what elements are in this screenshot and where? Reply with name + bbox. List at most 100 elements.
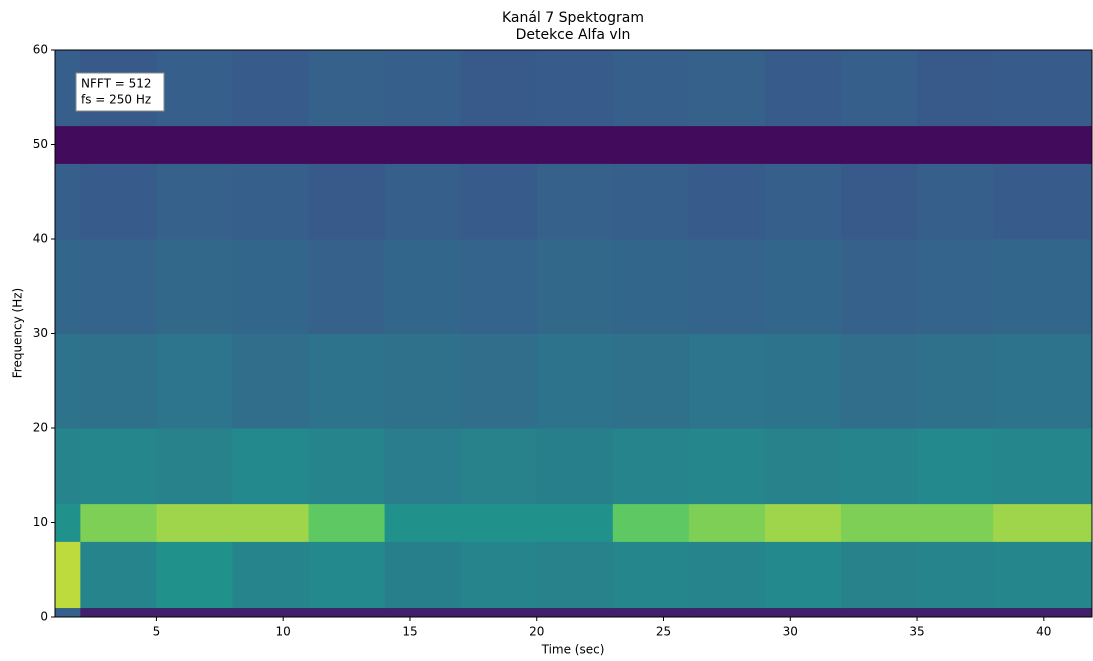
cell xyxy=(840,333,918,429)
cell xyxy=(993,607,1093,618)
cell xyxy=(80,163,157,240)
cell xyxy=(993,125,1093,164)
cell xyxy=(80,503,157,542)
cell xyxy=(156,239,233,334)
cell xyxy=(688,163,766,240)
cell xyxy=(764,503,842,542)
cell xyxy=(156,428,233,505)
cell xyxy=(536,163,614,240)
cell xyxy=(764,333,842,429)
cell xyxy=(764,163,842,240)
cell xyxy=(308,163,386,240)
y-tick-label: 40 xyxy=(33,232,48,246)
cell xyxy=(384,50,462,127)
cell xyxy=(840,125,918,164)
cell xyxy=(536,333,614,429)
cell xyxy=(232,163,310,240)
cell xyxy=(156,541,233,609)
cell xyxy=(917,541,994,609)
cell xyxy=(917,503,994,542)
cell xyxy=(536,428,614,505)
cell xyxy=(917,50,994,127)
cell xyxy=(993,50,1093,127)
cell xyxy=(232,239,310,334)
cell xyxy=(688,503,766,542)
heatmap xyxy=(55,50,1093,618)
chart-title: Kanál 7 Spektogram xyxy=(502,10,644,26)
cell xyxy=(536,541,614,609)
cell xyxy=(55,428,81,505)
cell xyxy=(80,333,157,429)
cell xyxy=(55,607,81,618)
cell xyxy=(917,163,994,240)
cell xyxy=(840,50,918,127)
cell xyxy=(536,50,614,127)
cell xyxy=(460,50,538,127)
x-tick-label: 20 xyxy=(529,625,544,639)
x-axis-label: Time (sec) xyxy=(541,643,605,657)
cell xyxy=(688,541,766,609)
cell xyxy=(840,541,918,609)
cell xyxy=(612,541,690,609)
cell xyxy=(232,503,310,542)
cell xyxy=(55,163,81,240)
cell xyxy=(460,607,538,618)
cell xyxy=(536,503,614,542)
cell xyxy=(232,50,310,127)
cell xyxy=(55,503,81,542)
cell xyxy=(384,333,462,429)
cell xyxy=(384,607,462,618)
cell xyxy=(688,239,766,334)
x-tick-label: 35 xyxy=(909,625,924,639)
cell xyxy=(993,428,1093,505)
cell xyxy=(917,333,994,429)
cell xyxy=(536,607,614,618)
cell xyxy=(536,125,614,164)
axes: 5 10 15 20 25 30 35 40 0 10 20 30 40 50 60 NFFT = 512 fs… xyxy=(33,43,1093,639)
cell xyxy=(612,125,690,164)
cell xyxy=(308,125,386,164)
cell xyxy=(764,607,842,618)
chart-subtitle: Detekce Alfa vln xyxy=(516,27,631,43)
x-tick-label: 40 xyxy=(1036,625,1051,639)
cell xyxy=(308,428,386,505)
cell xyxy=(764,50,842,127)
cell xyxy=(156,50,233,127)
x-tick-label: 15 xyxy=(402,625,417,639)
x-tick-label: 10 xyxy=(276,625,291,639)
y-tick-label: 60 xyxy=(33,43,48,57)
cell xyxy=(308,239,386,334)
annotation: NFFT = 512 xyxy=(81,77,152,91)
cell xyxy=(993,333,1093,429)
cell xyxy=(232,428,310,505)
cell xyxy=(764,239,842,334)
cell xyxy=(460,541,538,609)
cell xyxy=(917,125,994,164)
cell xyxy=(156,333,233,429)
cell xyxy=(232,607,310,618)
y-tick-label: 0 xyxy=(40,610,48,624)
cell xyxy=(80,428,157,505)
cell xyxy=(460,503,538,542)
cell xyxy=(80,239,157,334)
cell xyxy=(384,503,462,542)
cell xyxy=(308,50,386,127)
cell xyxy=(384,428,462,505)
cell xyxy=(156,607,233,618)
cell xyxy=(688,607,766,618)
cell xyxy=(993,541,1093,609)
cell xyxy=(688,50,766,127)
cell xyxy=(384,125,462,164)
y-tick-label: 10 xyxy=(33,515,48,529)
cell xyxy=(536,239,614,334)
cell xyxy=(55,239,81,334)
cell xyxy=(232,541,310,609)
cell xyxy=(612,503,690,542)
x-tick-label: 25 xyxy=(656,625,671,639)
cell xyxy=(384,163,462,240)
cell xyxy=(80,541,157,609)
cell xyxy=(232,333,310,429)
cell xyxy=(460,239,538,334)
cell xyxy=(917,239,994,334)
cell xyxy=(612,239,690,334)
